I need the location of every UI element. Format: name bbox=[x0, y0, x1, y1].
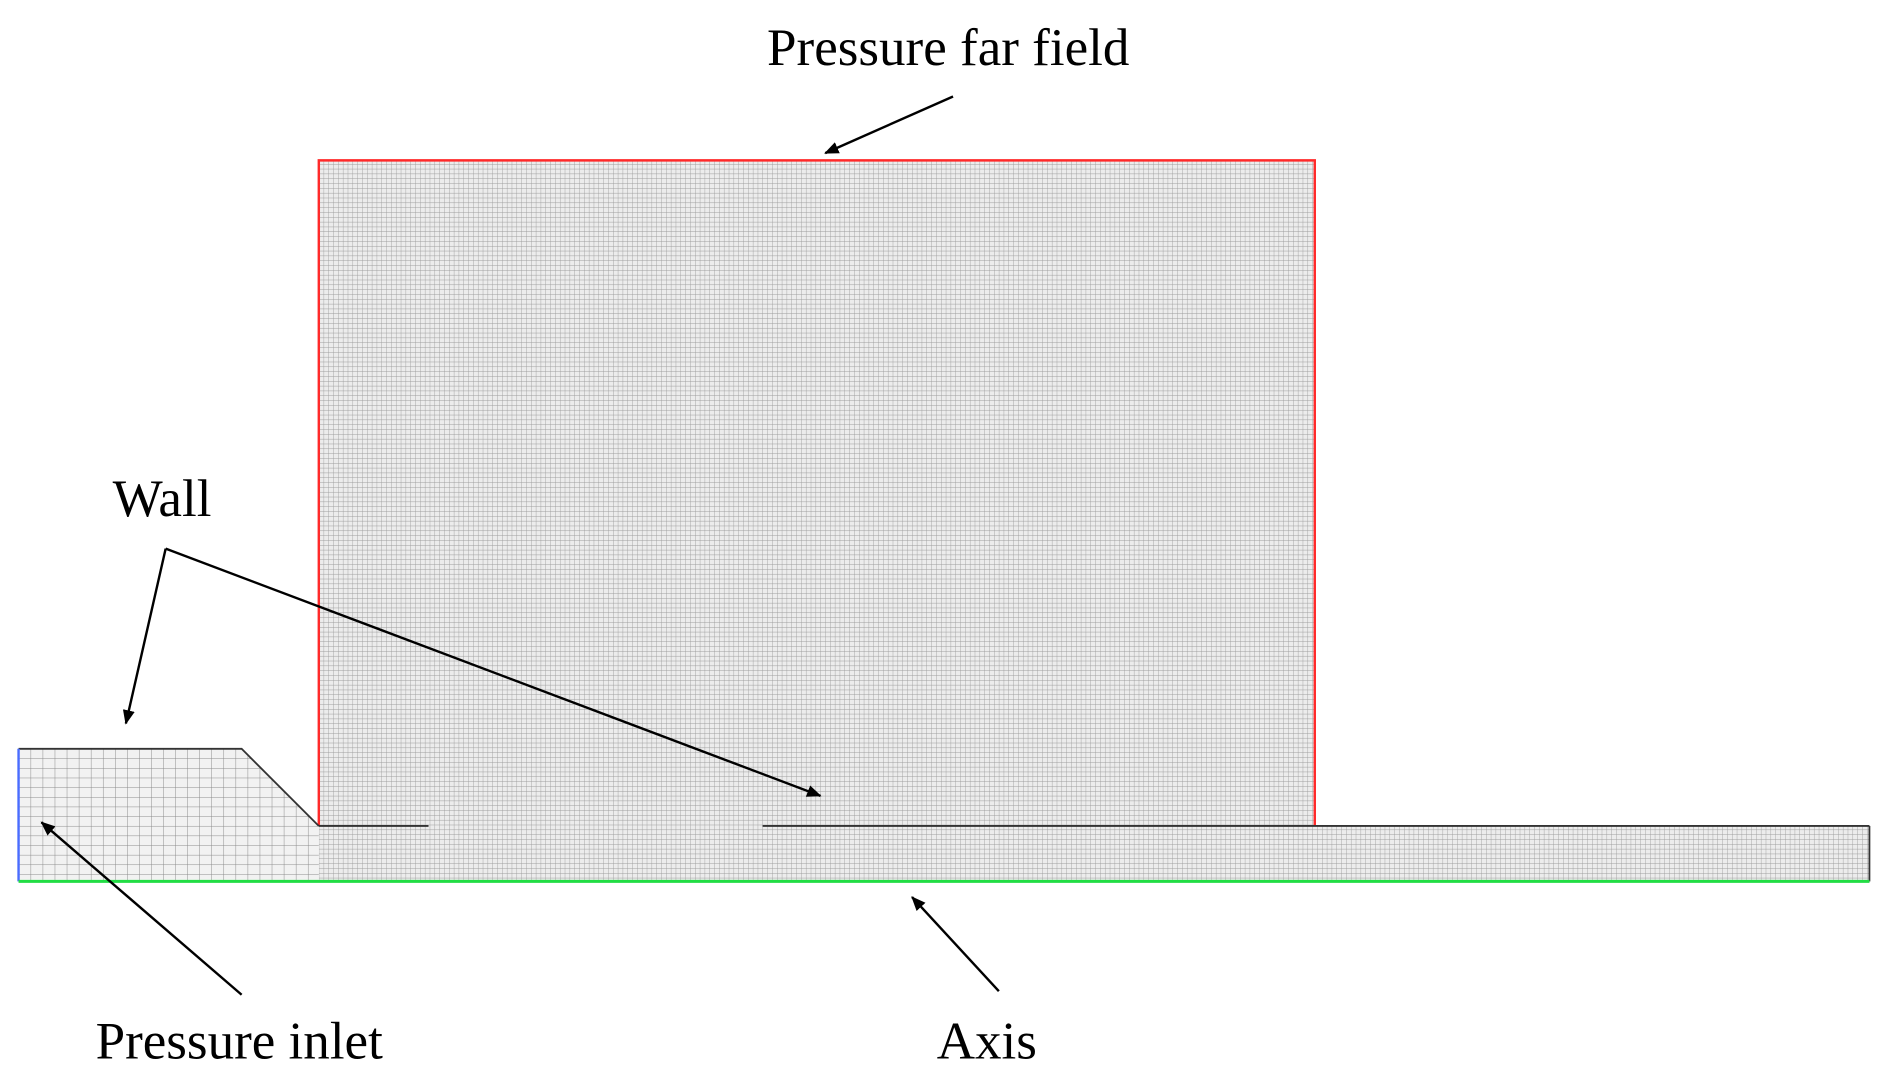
nozzle-wall bbox=[18, 747, 320, 827]
label-wall: Wall bbox=[113, 470, 212, 528]
arrow bbox=[40, 821, 243, 996]
jet-mesh bbox=[318, 825, 1870, 882]
label-far-field: Pressure far field bbox=[767, 19, 1129, 77]
arrow bbox=[824, 95, 954, 155]
arrow bbox=[911, 896, 1000, 992]
far-field-boundary bbox=[317, 159, 1316, 826]
label-inlet: Pressure inlet bbox=[96, 1013, 384, 1071]
label-axis: Axis bbox=[937, 1013, 1037, 1071]
far-field-mesh bbox=[318, 160, 1315, 826]
nozzle-mesh bbox=[18, 748, 319, 882]
arrow bbox=[165, 547, 822, 797]
arrow bbox=[122, 548, 167, 725]
arrows bbox=[40, 95, 1000, 996]
